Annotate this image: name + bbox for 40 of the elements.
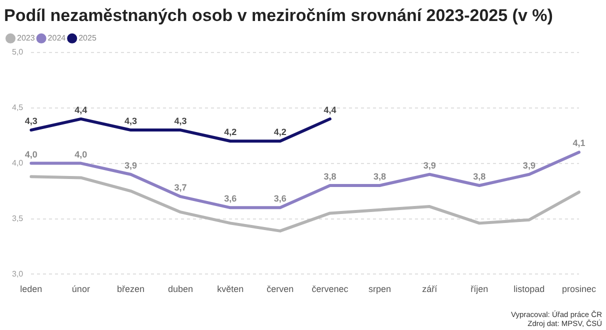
- legend-label: 2023: [17, 34, 36, 43]
- x-tick-label: červen: [266, 284, 294, 294]
- data-label: 4,4: [74, 104, 88, 115]
- x-tick-label: září: [422, 284, 438, 294]
- data-label: 4,1: [572, 138, 586, 148]
- x-tick-label: duben: [168, 284, 194, 294]
- x-tick-label: leden: [20, 284, 42, 294]
- data-label: 3,8: [473, 171, 486, 182]
- y-tick-label: 4,0: [12, 158, 24, 168]
- data-label: 4,3: [124, 116, 137, 126]
- data-label: 4,0: [24, 149, 38, 160]
- y-tick-label: 5,0: [12, 48, 24, 57]
- x-tick-label: květen: [217, 284, 244, 294]
- y-tick-label: 4,5: [12, 103, 24, 112]
- data-label: 4,4: [324, 104, 336, 115]
- x-tick-label: březen: [116, 284, 144, 294]
- data-label: 3,8: [374, 171, 386, 182]
- y-tick-label: 3,5: [12, 214, 24, 223]
- x-tick-label: říjen: [470, 284, 488, 294]
- legend-label: 2024: [48, 34, 66, 43]
- data-label: 3,6: [274, 194, 286, 204]
- data-label: 3,9: [522, 160, 536, 170]
- data-label: 4,3: [174, 116, 187, 126]
- legend-label: 2025: [78, 34, 97, 43]
- data-label: 4,2: [224, 127, 237, 138]
- x-tick-label: srpen: [368, 284, 392, 294]
- data-label: 3,8: [324, 171, 336, 182]
- data-label: 3,7: [174, 182, 187, 193]
- x-tick-label: červenec: [312, 284, 349, 294]
- data-label: 4,0: [74, 149, 88, 160]
- x-tick-label: únor: [72, 284, 90, 294]
- chart-title: Podíl nezaměstnaných osob v meziročním srovnání 2023-2025 (v %): [4, 6, 553, 25]
- x-tick-label: prosinec: [562, 284, 596, 294]
- data-label: 4,2: [274, 127, 286, 138]
- data-label: 3,9: [423, 160, 436, 170]
- data-label: 3,6: [224, 194, 237, 204]
- data-label: 3,9: [124, 160, 137, 170]
- y-tick-label: 3,0: [12, 269, 24, 278]
- data-label: 4,3: [24, 116, 38, 126]
- x-tick-label: listopad: [514, 284, 545, 294]
